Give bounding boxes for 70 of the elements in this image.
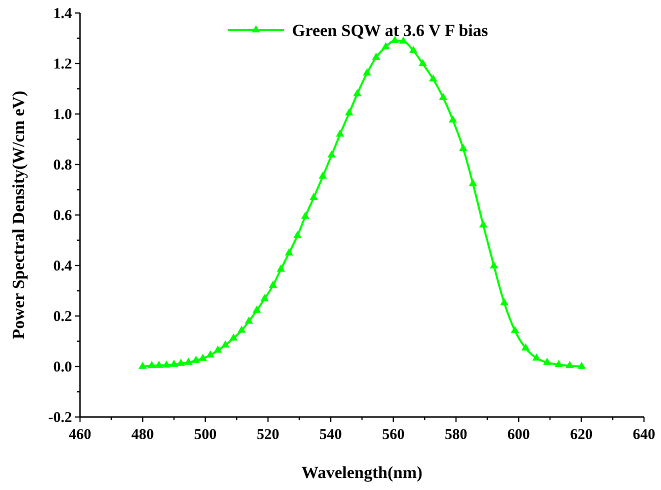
point — [490, 261, 498, 268]
point — [344, 108, 354, 116]
point — [154, 360, 164, 368]
point — [566, 360, 574, 368]
y-tick-label: 0.0 — [53, 360, 72, 376]
point — [260, 294, 269, 302]
point — [170, 360, 178, 367]
y-axis-title: Power Spectral Density(W/cm eV) — [9, 90, 28, 340]
point — [138, 362, 147, 369]
point — [428, 74, 438, 82]
y-tick-label: 0.4 — [53, 258, 72, 274]
point — [577, 362, 586, 369]
point — [310, 192, 318, 200]
x-tick-label: 560 — [382, 427, 405, 443]
point — [543, 358, 552, 365]
point — [362, 68, 372, 76]
x-tick-label: 620 — [570, 427, 593, 443]
point — [148, 360, 156, 368]
x-tick-label: 460 — [68, 427, 92, 443]
x-tick-label: 600 — [507, 427, 530, 443]
legend-label: Green SQW at 3.6 V F bias — [292, 21, 488, 40]
point — [276, 264, 286, 272]
x-tick-label: 540 — [319, 427, 342, 443]
point — [221, 340, 230, 348]
point — [521, 343, 530, 350]
x-tick-label: 480 — [131, 427, 154, 443]
point — [162, 360, 171, 368]
y-tick-label: 1.4 — [53, 6, 72, 22]
point — [238, 326, 246, 333]
point — [293, 230, 302, 238]
point — [244, 316, 254, 324]
point — [327, 150, 336, 158]
point — [510, 326, 520, 334]
point — [229, 333, 238, 341]
point — [438, 92, 448, 100]
point — [459, 144, 468, 151]
point — [532, 353, 541, 361]
x-tick-label: 500 — [194, 427, 217, 443]
point — [448, 115, 458, 122]
point — [284, 248, 294, 256]
point — [252, 306, 261, 313]
x-tick-label: 520 — [256, 427, 280, 443]
x-axis-title: Wavelength(nm) — [302, 463, 422, 482]
y-tick-label: 1.0 — [53, 107, 72, 123]
y-tick-label: 0.8 — [53, 158, 72, 174]
point — [214, 346, 222, 353]
point — [336, 129, 344, 137]
point — [206, 350, 215, 358]
point — [479, 220, 488, 228]
point — [372, 52, 380, 60]
point — [268, 280, 278, 288]
point — [301, 212, 310, 219]
point — [318, 172, 327, 179]
point — [192, 356, 200, 363]
point — [176, 358, 186, 366]
point — [184, 358, 193, 365]
point — [554, 360, 563, 368]
point — [500, 298, 508, 306]
point — [382, 42, 390, 50]
point — [418, 58, 427, 66]
y-tick-label: 0.2 — [53, 309, 72, 325]
point — [198, 354, 207, 361]
x-tick-label: 640 — [632, 427, 656, 443]
point — [409, 46, 418, 54]
point — [353, 88, 362, 96]
y-tick-label: -0.2 — [48, 410, 72, 426]
x-tick-label: 580 — [444, 427, 468, 443]
y-tick-label: 1.2 — [53, 56, 72, 72]
point — [468, 178, 478, 186]
y-tick-label: 0.6 — [53, 208, 72, 224]
